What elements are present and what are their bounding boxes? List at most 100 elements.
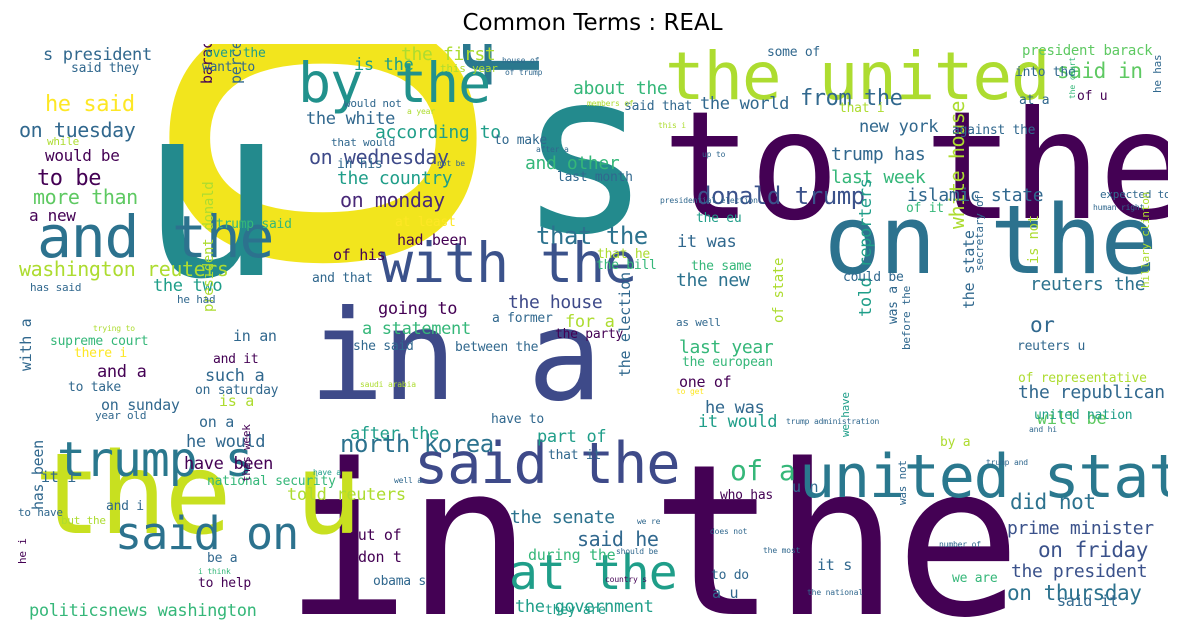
cloud-word: after the: [350, 424, 440, 444]
cloud-word: after a: [536, 145, 569, 154]
chart-title: Common Terms : REAL: [462, 10, 723, 36]
cloud-word: would not: [344, 97, 402, 110]
cloud-word: in the: [284, 419, 1022, 629]
cloud-word: is not: [1026, 215, 1042, 264]
cloud-word: of state: [771, 257, 787, 323]
cloud-word: the party: [555, 327, 624, 342]
cloud-word: they are: [545, 603, 606, 618]
cloud-word: we re: [637, 517, 661, 526]
cloud-word: the senate: [510, 507, 615, 528]
cloud-word: in a: [309, 284, 603, 429]
cloud-word: last week: [831, 167, 926, 188]
cloud-word: as well: [676, 316, 721, 329]
cloud-word: the country: [337, 168, 453, 189]
cloud-word: said he: [577, 527, 659, 551]
cloud-word: the election: [616, 272, 634, 377]
cloud-word: into the: [1015, 65, 1076, 80]
cloud-word: that he: [597, 247, 650, 262]
cloud-word: has been: [29, 440, 47, 510]
cloud-word: to have: [18, 506, 63, 519]
cloud-word: to be: [37, 166, 102, 191]
cloud-word: will be: [1037, 409, 1107, 429]
cloud-word: a statement: [362, 319, 471, 339]
cloud-word: and the: [37, 203, 274, 271]
cloud-word: have been: [184, 454, 274, 474]
cloud-word: new york: [859, 117, 939, 137]
cloud-word: prime minister: [1007, 518, 1154, 539]
cloud-word: during the: [528, 546, 616, 564]
cloud-word: to the: [662, 80, 1168, 254]
cloud-word: should be: [616, 547, 658, 556]
cloud-word: and other: [525, 153, 620, 174]
cloud-word: number of: [939, 540, 981, 549]
cloud-word: part of: [537, 427, 607, 447]
cloud-word: told reporters: [856, 178, 876, 317]
cloud-word: of trump: [505, 68, 543, 77]
cloud-word: trump administration: [786, 417, 880, 426]
cloud-word: on monday: [340, 188, 445, 212]
cloud-word: want to: [202, 60, 255, 75]
cloud-word: the first: [401, 44, 496, 65]
cloud-word: it i: [41, 468, 76, 486]
cloud-word: against the: [952, 123, 1036, 138]
cloud-word: the same: [691, 259, 752, 274]
cloud-word: president barack: [1022, 44, 1153, 59]
cloud-word: to get: [676, 387, 704, 396]
cloud-word: the new: [676, 270, 750, 291]
cloud-word: the government: [515, 597, 654, 617]
cloud-word: a u: [712, 584, 739, 602]
cloud-word: this year: [440, 62, 498, 75]
cloud-word: secretary of: [973, 194, 986, 271]
cloud-word: about the: [573, 78, 668, 99]
cloud-word: he was: [705, 398, 765, 418]
cloud-word: and that: [312, 271, 373, 286]
cloud-word: said that: [624, 99, 693, 114]
cloud-word: the most: [763, 546, 801, 555]
cloud-word: some of: [767, 45, 820, 60]
cloud-word: obama s: [373, 574, 426, 589]
cloud-word: in an: [233, 327, 277, 345]
cloud-word: this i: [658, 121, 686, 130]
cloud-word: said they: [71, 61, 140, 76]
cloud-word: to do: [711, 568, 749, 583]
cloud-word: going to: [378, 299, 458, 319]
cloud-word: she said: [353, 339, 414, 354]
cloud-word: we have: [839, 392, 852, 437]
cloud-word: house of: [502, 56, 540, 65]
cloud-word: said it: [1057, 592, 1119, 610]
cloud-word: said the: [414, 431, 681, 497]
cloud-word: well a: [394, 476, 422, 485]
cloud-word: up to: [702, 150, 726, 159]
cloud-word: with a: [17, 318, 35, 371]
cloud-word: a former: [492, 311, 553, 326]
cloud-word: on friday: [1038, 538, 1149, 562]
cloud-word: was a: [886, 286, 901, 324]
cloud-word: of it: [906, 201, 944, 216]
cloud-word: the u: [34, 430, 362, 560]
cloud-word: and hi: [1029, 425, 1057, 434]
cloud-word: the president: [1011, 561, 1148, 582]
cloud-word: that the: [536, 222, 648, 250]
cloud-word: would be: [45, 146, 120, 165]
cloud-word: have a: [313, 468, 341, 477]
cloud-word: s: [517, 44, 652, 285]
cloud-word: on tuesday: [19, 118, 136, 142]
cloud-word: was not: [896, 460, 909, 505]
cloud-word: and i: [106, 499, 144, 514]
cloud-word: but the: [61, 514, 106, 527]
cloud-word: said in: [1057, 59, 1143, 83]
cloud-word: could be: [843, 270, 904, 285]
cloud-word: at a: [1019, 93, 1050, 108]
cloud-word: the national: [807, 588, 863, 597]
cloud-word: not be: [437, 159, 465, 168]
cloud-word: told reuters: [287, 485, 406, 505]
cloud-word: washington reuters: [19, 257, 229, 281]
cloud-word: of representative: [1018, 371, 1147, 386]
cloud-word: he had: [177, 293, 216, 306]
cloud-word: the house: [508, 292, 603, 313]
cloud-word: has said: [30, 281, 82, 294]
cloud-word: the republican: [1018, 382, 1165, 403]
cloud-word: between the: [455, 340, 539, 355]
cloud-word: or: [1030, 313, 1055, 337]
cloud-word: to make: [494, 133, 547, 148]
